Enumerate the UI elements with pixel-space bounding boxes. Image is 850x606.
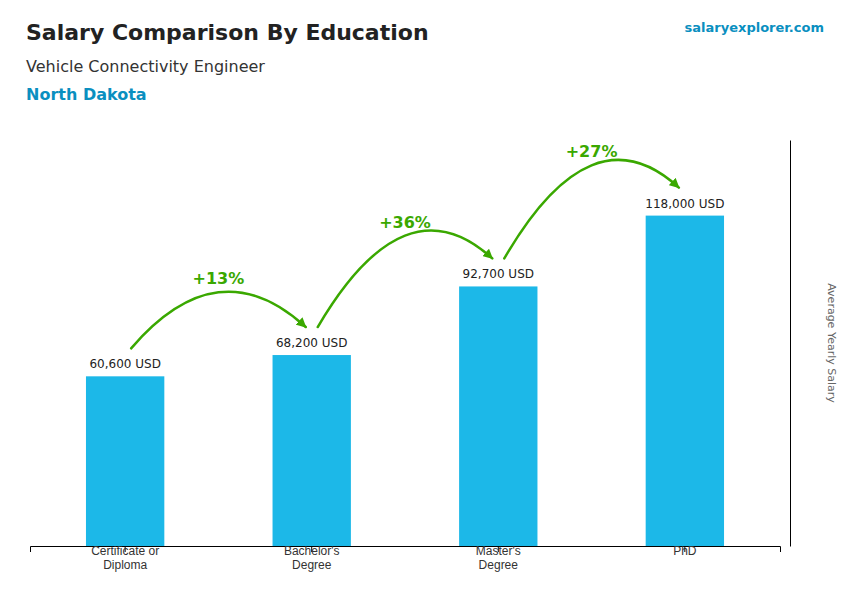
title: Salary Comparison By Education <box>26 20 429 45</box>
change-arc <box>504 160 679 259</box>
x-tick-label: PhD <box>673 544 697 558</box>
value-label: 68,200 USD <box>276 336 347 350</box>
change-arc <box>131 292 306 349</box>
x-tick: Certificate orDiploma <box>91 544 159 572</box>
change-arcs <box>131 160 679 348</box>
x-tick-label-line: PhD <box>673 544 697 558</box>
y-axis-domain <box>790 141 791 547</box>
chart-svg: Salary Comparison By Education Vehicle Co… <box>0 0 850 606</box>
location: North Dakota <box>26 85 147 104</box>
x-axis: Certificate orDiplomaBachelor'sDegreeMas… <box>31 544 781 572</box>
bar <box>459 286 537 546</box>
x-tick-label: Master'sDegree <box>476 544 521 572</box>
change-label: +13% <box>193 269 245 288</box>
bar <box>86 376 164 546</box>
x-tick: Master'sDegree <box>476 544 521 572</box>
x-tick: PhD <box>673 544 697 558</box>
subtitle: Vehicle Connectivity Engineer <box>26 57 265 76</box>
x-tick-label-line: Bachelor's <box>284 544 340 558</box>
x-tick-label-line: Diploma <box>103 558 147 572</box>
x-tick-label-line: Degree <box>479 558 519 572</box>
y-axis <box>790 141 791 547</box>
site-name: salaryexplorer.com <box>685 20 824 35</box>
change-label: +36% <box>379 213 431 232</box>
x-tick-label-line: Master's <box>476 544 521 558</box>
x-tick-label: Bachelor'sDegree <box>284 544 340 572</box>
bar <box>273 355 351 546</box>
y-axis-label: Average Yearly Salary <box>825 283 838 403</box>
x-tick-label-line: Degree <box>292 558 332 572</box>
x-tick-label: Certificate orDiploma <box>91 544 159 572</box>
chart-container: Salary Comparison By Education Vehicle Co… <box>0 0 850 606</box>
x-tick: Bachelor'sDegree <box>284 544 340 572</box>
bar <box>646 216 724 546</box>
bars <box>86 216 724 546</box>
value-label: 60,600 USD <box>89 357 160 371</box>
value-label: 118,000 USD <box>645 197 724 211</box>
change-label: +27% <box>566 142 618 161</box>
change-arc <box>318 230 493 327</box>
x-tick-label-line: Certificate or <box>91 544 159 558</box>
value-label: 92,700 USD <box>463 267 534 281</box>
